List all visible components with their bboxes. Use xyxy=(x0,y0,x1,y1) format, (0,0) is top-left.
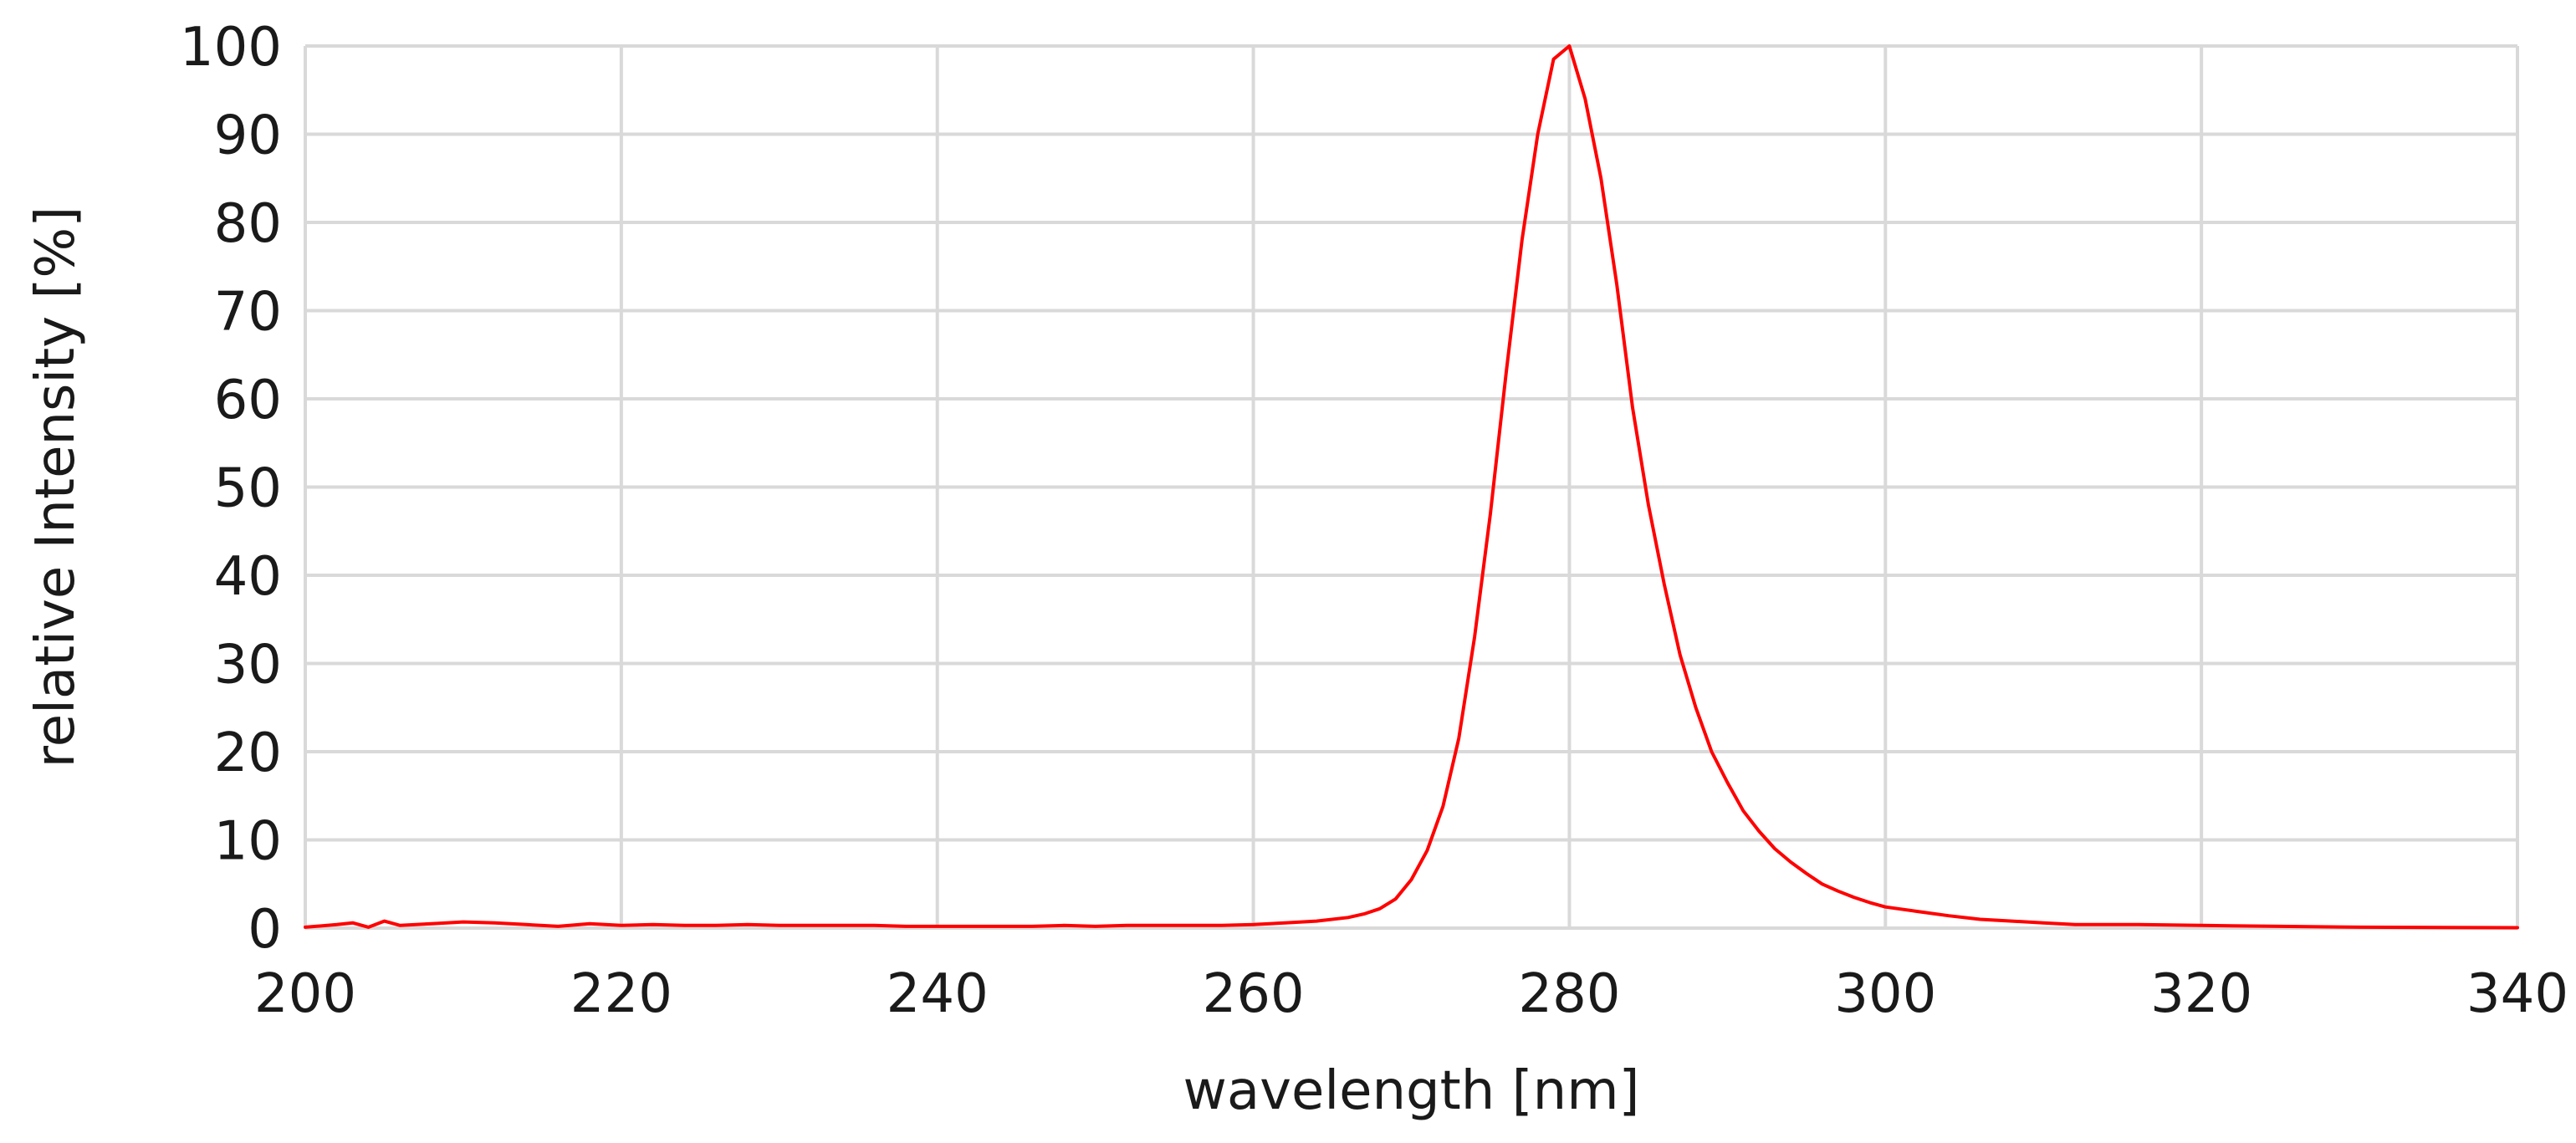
x-axis-label: wavelength [nm] xyxy=(1183,1060,1640,1122)
y-tick-label: 70 xyxy=(214,282,282,344)
y-tick-label: 90 xyxy=(214,105,282,167)
x-tick-labels: 200 220 240 260 280 300 320 340 xyxy=(254,963,2568,1025)
x-tick-label: 220 xyxy=(570,963,672,1025)
x-tick-label: 280 xyxy=(1518,963,1620,1025)
series-line xyxy=(304,44,2519,930)
x-tick-label: 260 xyxy=(1202,963,1304,1025)
y-tick-label: 80 xyxy=(214,193,282,255)
y-tick-label: 0 xyxy=(248,899,282,961)
y-tick-label: 20 xyxy=(214,722,282,784)
y-tick-label: 50 xyxy=(214,458,282,520)
y-tick-label: 10 xyxy=(214,811,282,873)
x-tick-label: 200 xyxy=(254,963,356,1025)
y-tick-label: 60 xyxy=(214,370,282,431)
x-tick-label: 300 xyxy=(1834,963,1936,1025)
y-tick-label: 100 xyxy=(180,17,282,79)
y-tick-label: 40 xyxy=(214,546,282,608)
x-tick-label: 340 xyxy=(2466,963,2568,1025)
y-tick-labels: 0 10 20 30 40 50 60 70 80 90 100 xyxy=(180,17,282,961)
y-tick-label: 30 xyxy=(214,635,282,697)
x-tick-label: 320 xyxy=(2150,963,2252,1025)
grid-lines xyxy=(304,44,2519,930)
x-tick-label: 240 xyxy=(887,963,989,1025)
series-group xyxy=(304,44,2519,930)
y-axis-label: relative Intensity [%] xyxy=(25,207,87,768)
